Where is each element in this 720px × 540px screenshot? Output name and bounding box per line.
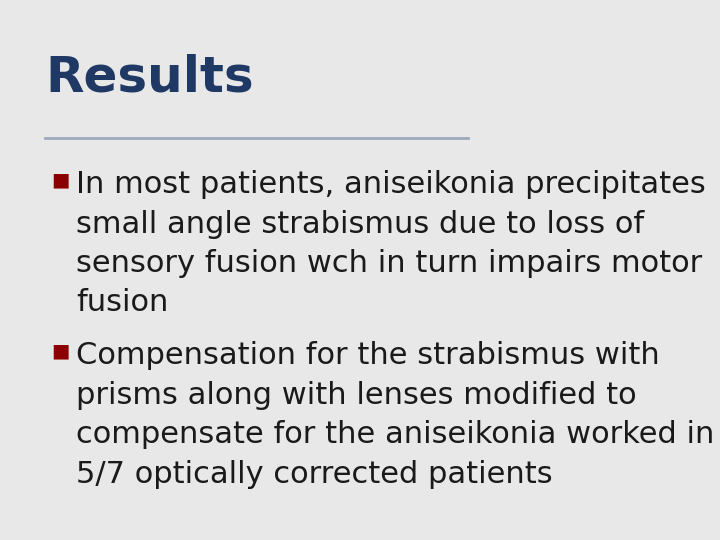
- Text: In most patients, aniseikonia precipitates: In most patients, aniseikonia precipitat…: [76, 170, 706, 199]
- Text: 5/7 optically corrected patients: 5/7 optically corrected patients: [76, 460, 553, 489]
- Text: ■: ■: [51, 170, 69, 189]
- Text: Results: Results: [45, 54, 253, 102]
- Text: ■: ■: [51, 341, 69, 360]
- Text: small angle strabismus due to loss of: small angle strabismus due to loss of: [76, 210, 644, 239]
- Text: sensory fusion wch in turn impairs motor: sensory fusion wch in turn impairs motor: [76, 249, 703, 278]
- Text: prisms along with lenses modified to: prisms along with lenses modified to: [76, 381, 636, 410]
- Text: Compensation for the strabismus with: Compensation for the strabismus with: [76, 341, 660, 370]
- Text: fusion: fusion: [76, 288, 168, 318]
- Text: compensate for the aniseikonia worked in: compensate for the aniseikonia worked in: [76, 420, 714, 449]
